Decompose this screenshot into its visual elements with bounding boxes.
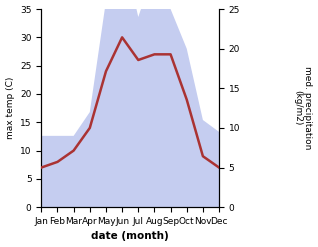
X-axis label: date (month): date (month) (91, 231, 169, 242)
Y-axis label: med. precipitation
(kg/m2): med. precipitation (kg/m2) (293, 66, 313, 150)
Y-axis label: max temp (C): max temp (C) (5, 77, 15, 139)
